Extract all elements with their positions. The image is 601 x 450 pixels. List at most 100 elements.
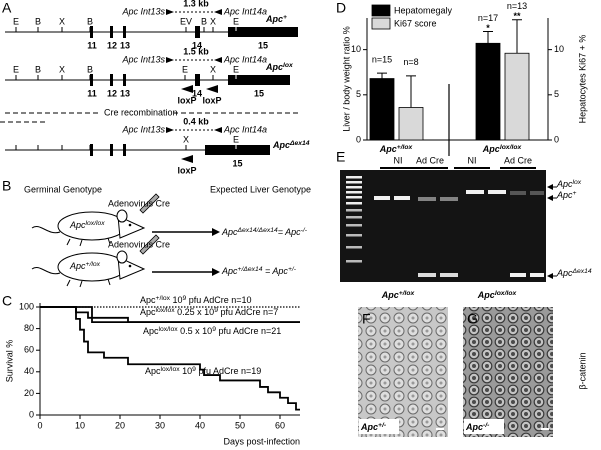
exon-label: 12: [107, 40, 117, 50]
primer-label: Apc Int13s: [121, 6, 165, 16]
genotype-label-part: Apc: [69, 220, 86, 230]
legend-swatch: [371, 17, 391, 30]
site-label: E: [233, 64, 239, 74]
genotype-label: Apclox/lox: [69, 220, 105, 231]
genotype-label-part: Apc: [360, 422, 378, 432]
error-bar: [377, 72, 387, 79]
n-label: n=13: [507, 1, 527, 11]
exon: [123, 144, 126, 156]
ladder-band: [346, 202, 362, 205]
allele-label: ApcΔex14: [272, 140, 310, 151]
exon: [110, 26, 113, 38]
exon: [205, 145, 270, 155]
error-bar: [483, 31, 493, 44]
exon-label: 15: [232, 158, 242, 168]
allele-label: Apclox: [265, 62, 293, 73]
product-size: 1.3 kb: [183, 0, 209, 8]
category-label-part: Apc: [482, 144, 500, 154]
curve-label-part: 0.5 x 10: [178, 326, 213, 336]
site-label: E: [13, 16, 19, 26]
curve-label-part: lox/lox: [156, 307, 176, 314]
curve-label: Apclox/lox 0.5 x 109 pfu AdCre n=21: [143, 326, 281, 337]
curve-label-part: lox/lox: [159, 326, 179, 333]
genotype-label: Apc-/-: [465, 422, 490, 433]
genotype-label-part: lox/lox: [86, 220, 106, 227]
mouse-ear: [116, 209, 128, 223]
arrowhead: [212, 268, 220, 276]
curve-label-part: Apc: [140, 295, 156, 305]
primer-label: Apc Int14a: [223, 6, 267, 16]
genotype-label: Apc+/lox: [69, 261, 101, 272]
primer-arrow: [214, 57, 222, 63]
exon: [123, 26, 126, 38]
panel-letter: E: [336, 149, 345, 165]
primer-label: Apc Int14a: [223, 124, 267, 134]
gel-band: [418, 273, 436, 277]
y-tick-label: 0: [29, 409, 34, 419]
primer-arrow: [166, 57, 174, 63]
genotype-label-part: Apc: [69, 261, 86, 271]
lane-label: Ad Cre: [504, 155, 532, 165]
gel-band: [510, 273, 526, 277]
y-tick-label: 10: [351, 44, 361, 54]
exon-label: 13: [120, 40, 130, 50]
curve-label-part: 9: [214, 307, 218, 314]
site-label: E: [13, 64, 19, 74]
gel-band: [394, 196, 410, 200]
header: Expected Liver Genotype: [210, 184, 311, 194]
loxp-label: loxP: [202, 95, 221, 105]
y2-tick-label: 0: [554, 134, 559, 144]
loxp: [181, 155, 193, 163]
survival-curve: [40, 306, 300, 411]
primer-arrow: [214, 9, 222, 15]
site-label: X: [59, 64, 65, 74]
genotype-label: Apc+/lox: [381, 290, 415, 301]
band-label: Apc+: [556, 190, 577, 201]
site-label: X: [210, 64, 216, 74]
x-tick-label: 0: [37, 420, 42, 430]
exon: [110, 144, 113, 156]
primer-arrow: [166, 9, 174, 15]
curve-label-part: 10: [170, 295, 183, 305]
band-label: Apclox: [556, 179, 582, 190]
genotype-label-part: -/-: [483, 422, 490, 429]
product-size: 0.4 kb: [183, 116, 209, 126]
y-tick-label: 40: [24, 366, 34, 376]
x-tick-label: 10: [75, 420, 85, 430]
curve-label: Apclox/lox 0.25 x 109 pfu AdCre n=7: [140, 307, 278, 318]
x-tick-label: 40: [195, 420, 205, 430]
lane-label: NI: [468, 155, 477, 165]
gel-band: [530, 273, 544, 277]
loxp: [181, 85, 193, 93]
result-label-part: -/-: [301, 227, 308, 234]
allele-label: Apc+: [265, 14, 287, 25]
genotype-label: Apc+/-: [360, 422, 387, 433]
band-label-part: +: [573, 190, 577, 197]
gel-band: [440, 197, 458, 201]
ladder-band: [346, 260, 362, 263]
panel-letter: B: [2, 178, 11, 194]
adenovirus-label: Adenovirus Cre: [108, 198, 170, 208]
ladder-band: [346, 224, 362, 227]
curve-label-part: 9: [192, 366, 196, 373]
site-label: E: [182, 64, 188, 74]
loxp-label: loxP: [177, 165, 196, 175]
y2-tick-label: 10: [554, 44, 564, 54]
n-label: n=8: [403, 57, 418, 67]
x-axis-label: Days post-infection: [223, 436, 300, 446]
genotype-label-part: +/-: [378, 422, 387, 429]
site-label: E: [233, 16, 239, 26]
curve-label-part: 9: [182, 295, 186, 302]
lane-label: Ad Cre: [416, 155, 444, 165]
mouse-feet: [66, 278, 111, 288]
y-tick-label: 0: [356, 134, 361, 144]
exon-label: 11: [87, 40, 97, 50]
site-label: B: [35, 16, 41, 26]
curve-label-part: Apc: [140, 307, 156, 317]
allele-label-part: Apc: [265, 62, 283, 72]
genotype-label-part: +/lox: [399, 290, 415, 297]
exon: [195, 26, 200, 38]
allele-label-part: +: [283, 14, 287, 21]
band-label-part: Apc: [556, 268, 573, 278]
exon: [195, 74, 200, 86]
